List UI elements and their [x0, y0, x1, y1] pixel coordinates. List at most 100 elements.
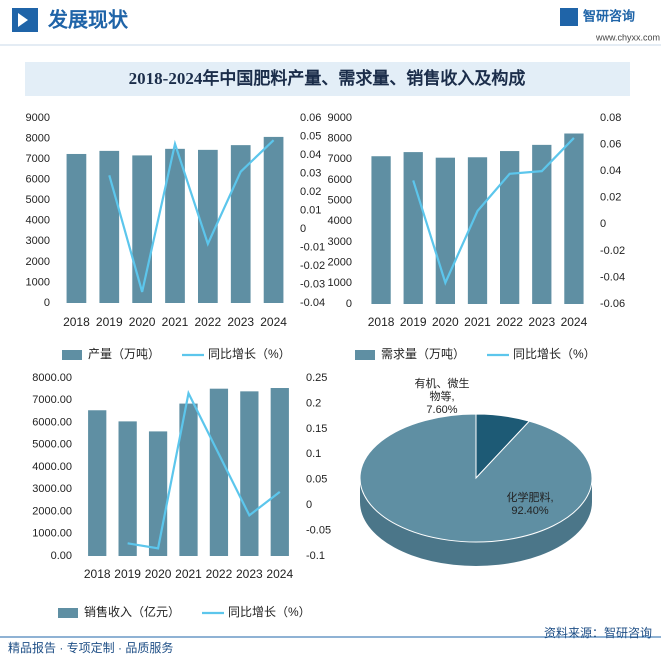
pie-label: 有机、微生物等, 7.60%	[412, 378, 472, 417]
bar	[500, 151, 520, 304]
x-tick-label: 2024	[266, 567, 293, 581]
legend-label: 需求量（万吨）	[381, 347, 465, 361]
y-tick-label: 3000	[328, 236, 352, 248]
pie-category: 化学肥料,	[506, 492, 554, 504]
x-tick-label: 2019	[114, 567, 141, 581]
bar	[263, 136, 284, 303]
line	[412, 137, 575, 286]
y2-tick-label: 0.02	[600, 192, 621, 204]
legend-label: 销售收入（亿元）	[84, 604, 180, 619]
y-tick-label: 2000	[328, 257, 352, 269]
x-tick-label: 2018	[84, 567, 111, 581]
y-tick-label: 7000.00	[32, 394, 72, 406]
y2-tick-label: 0.05	[300, 130, 321, 142]
x-tick-label: 2024	[561, 315, 588, 329]
bar	[532, 144, 552, 304]
y2-tick-label: -0.01	[300, 241, 325, 253]
y-tick-label: 0	[346, 298, 352, 310]
legend-swatch	[62, 350, 82, 360]
bar	[198, 149, 218, 303]
y-tick-label: 4000.00	[32, 461, 72, 473]
y-tick-label: 8000.00	[32, 372, 72, 384]
y-tick-label: 9000	[26, 112, 50, 124]
y2-tick-label: 0.1	[306, 448, 321, 460]
y2-tick-label: -0.06	[600, 298, 625, 310]
line	[108, 139, 275, 293]
y2-tick-label: 0.02	[300, 186, 321, 198]
x-tick-label: 2021	[464, 315, 491, 329]
bar	[179, 403, 198, 556]
y2-tick-label: -0.04	[300, 297, 325, 309]
y-tick-label: 8000	[328, 133, 352, 145]
y2-tick-label: 0.15	[306, 423, 327, 435]
y-tick-label: 2000.00	[32, 505, 72, 517]
x-tick-label: 2023	[528, 315, 555, 329]
y2-tick-label: -0.05	[306, 524, 331, 536]
footer-right: 资料来源：智研咨询	[544, 625, 652, 640]
y2-tick-label: 0.2	[306, 397, 321, 409]
y-tick-label: 6000	[328, 174, 352, 186]
x-tick-label: 2019	[400, 315, 427, 329]
legend-label: 同比增长（%）	[228, 605, 311, 619]
x-tick-label: 2022	[496, 315, 523, 329]
bar	[132, 155, 152, 303]
y-tick-label: 0	[44, 297, 50, 309]
legend-swatch	[58, 608, 78, 618]
chart-title: 2018-2024年中国肥料产量、需求量、销售收入及构成	[129, 68, 526, 88]
pie-label: 化学肥料, 92.40%	[485, 492, 575, 518]
bar	[118, 421, 137, 556]
logo-url: www.chyxx.com	[595, 32, 660, 42]
y2-tick-label: 0.06	[600, 138, 621, 150]
y2-tick-label: 0.06	[300, 112, 321, 124]
y2-tick-label: 0.01	[300, 204, 321, 216]
y-tick-label: 1000	[26, 276, 50, 288]
x-tick-label: 2023	[236, 567, 263, 581]
y-tick-label: 4000	[26, 215, 50, 227]
legend-label: 同比增长（%）	[513, 347, 596, 361]
bar	[467, 157, 488, 304]
y-tick-label: 5000	[26, 194, 50, 206]
header-icon-arrow	[18, 13, 28, 27]
y-tick-label: 1000	[328, 277, 352, 289]
x-tick-label: 2022	[206, 567, 233, 581]
footer-left: 精品报告 · 专项定制 · 品质服务	[8, 640, 173, 655]
y-tick-label: 3000.00	[32, 483, 72, 495]
y-tick-label: 7000	[26, 153, 50, 165]
bar	[99, 150, 120, 303]
y2-tick-label: 0.04	[300, 149, 321, 161]
y-tick-label: 6000.00	[32, 416, 72, 428]
y2-tick-label: 0	[306, 499, 312, 511]
y2-tick-label: 0	[600, 218, 606, 230]
pie-side	[360, 478, 592, 566]
x-tick-label: 2020	[145, 567, 172, 581]
y2-tick-label: -0.03	[300, 278, 325, 290]
bar	[371, 156, 391, 304]
bar	[270, 388, 289, 556]
y-tick-label: 4000	[328, 215, 352, 227]
y-tick-label: 6000	[26, 174, 50, 186]
y2-tick-label: 0.08	[600, 112, 621, 124]
logo-text: 智研咨询	[583, 8, 635, 23]
pie-slice	[359, 413, 593, 543]
logo-icon	[560, 8, 578, 26]
y-tick-label: 5000	[328, 195, 352, 207]
pie-value-label: 92.40%	[511, 505, 549, 517]
y-tick-label: 7000	[328, 153, 352, 165]
pie-category: 有机、微生物等,	[414, 378, 470, 403]
x-tick-label: 2022	[195, 315, 222, 329]
title-band	[25, 62, 630, 96]
bar	[66, 153, 87, 303]
y-tick-label: 9000	[328, 112, 352, 124]
bar	[240, 391, 259, 556]
bar	[165, 148, 185, 303]
y2-tick-label: -0.04	[600, 271, 625, 283]
y-tick-label: 2000	[26, 256, 50, 268]
y2-tick-label: 0.04	[600, 165, 621, 177]
legend-swatch	[355, 350, 375, 360]
legend-label: 同比增长（%）	[208, 347, 291, 361]
y2-tick-label: -0.1	[306, 550, 325, 562]
header-title: 发展现状	[47, 7, 129, 31]
y-tick-label: 5000.00	[32, 439, 72, 451]
y2-tick-label: 0.03	[300, 167, 321, 179]
